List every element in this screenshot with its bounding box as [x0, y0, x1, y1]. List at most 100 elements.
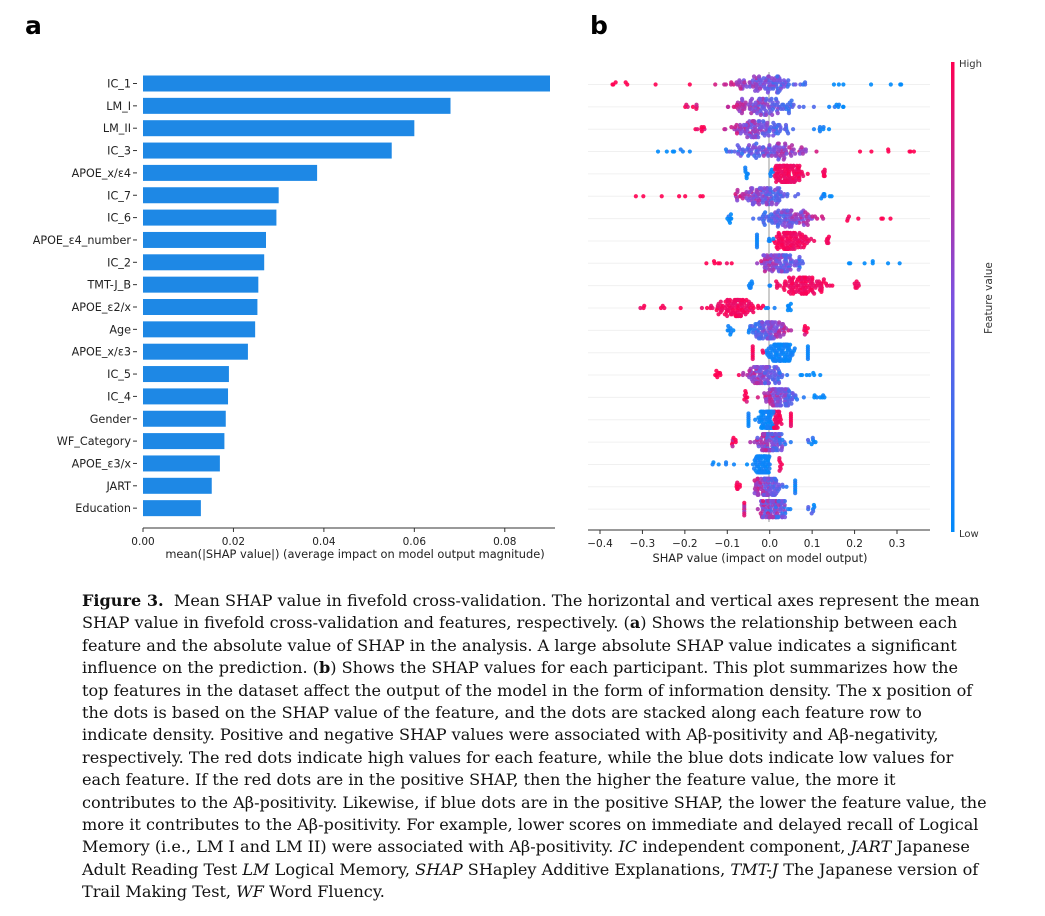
shap-dot [805, 344, 811, 349]
shap-dot [798, 210, 804, 215]
shap-dot [778, 334, 783, 339]
shap-dot [734, 102, 740, 107]
shap-dot [802, 332, 807, 337]
bar-ic-3 [143, 142, 392, 159]
bar-education [143, 500, 201, 517]
shap-dot [737, 78, 742, 83]
shap-dot [766, 470, 771, 475]
shap-dot [742, 80, 747, 85]
shap-dot [780, 387, 785, 392]
shap-dot [723, 127, 728, 132]
shap-dot [773, 176, 778, 181]
shap-dot [694, 106, 699, 112]
shap-dot [790, 220, 795, 225]
shap-dot [778, 245, 783, 250]
shap-dot [751, 108, 757, 114]
caption-ref-a: a [629, 613, 641, 633]
figure-caption: Figure 3. Mean SHAP value in fivefold cr… [82, 590, 987, 904]
shap-dot [750, 145, 756, 150]
shap-dot [770, 515, 776, 520]
shap-dot [744, 176, 749, 181]
shap-dot [794, 220, 799, 225]
shap-dot [854, 285, 859, 290]
shap-dot [789, 179, 794, 184]
x-tick-label: 0.08 [493, 536, 516, 548]
shap-dot [760, 131, 765, 136]
shap-dot [713, 82, 718, 87]
shap-dot [783, 403, 788, 408]
shap-dot [727, 220, 733, 225]
shap-dot [783, 281, 789, 286]
x-tick-label: 0.3 [889, 538, 906, 550]
feature-label-ic-2: IC_2 [107, 256, 131, 269]
shap-dot [782, 287, 787, 292]
shap-dot [743, 312, 748, 317]
shap-dot [746, 423, 751, 429]
shap-dot [775, 515, 781, 520]
shap-dot [774, 285, 780, 290]
shap-dot [743, 131, 748, 136]
shap-dot [744, 147, 750, 152]
x-tick-label: 0.06 [403, 536, 427, 548]
shap-dot [734, 122, 739, 128]
shap-dot [807, 275, 812, 280]
beeswarm-row-ic-5 [713, 364, 823, 386]
shap-dot [830, 283, 835, 288]
shap-dot [787, 358, 792, 363]
shap-dot [793, 232, 798, 237]
feature-label-lm-ii: LM_II [103, 122, 131, 135]
shap-dot [812, 395, 817, 400]
shap-dot [774, 403, 780, 408]
shap-dot [763, 448, 768, 453]
shap-dot [760, 303, 766, 308]
shap-dot [750, 379, 755, 384]
shap-dot [714, 368, 719, 373]
shap-dot [770, 112, 775, 117]
shap-dot [704, 305, 710, 311]
shap-dot [793, 194, 798, 199]
shap-dot [761, 492, 766, 497]
shap-dot [777, 283, 783, 288]
shap-dot [799, 145, 804, 150]
shap-dot [791, 291, 796, 296]
shap-dot [779, 375, 784, 380]
beeswarm-row-apoe-4-number [754, 230, 832, 252]
shap-dot [762, 222, 767, 227]
x-tick-label: 0.04 [312, 536, 336, 548]
shap-dot [836, 102, 842, 107]
shap-dot [727, 149, 732, 154]
shap-dot [756, 74, 762, 79]
shap-dot [766, 133, 771, 138]
shap-dot [783, 147, 788, 152]
feature-label-ic-3: IC_3 [107, 145, 131, 158]
shap-dot [766, 218, 771, 223]
shap-dot [711, 259, 717, 264]
shap-dot [770, 377, 775, 382]
shap-dot [761, 499, 766, 504]
shap-dot [655, 149, 661, 154]
shap-dot [774, 202, 779, 207]
shap-dot [888, 216, 893, 221]
shap-dot [879, 216, 884, 221]
shap-dot [761, 432, 767, 437]
shap-dot [698, 194, 703, 199]
shap-dot [641, 194, 646, 199]
shap-dot [810, 214, 815, 219]
shap-dot [750, 356, 755, 362]
shap-dot [768, 368, 773, 373]
shap-dot [831, 82, 837, 87]
shap-dot [907, 149, 912, 154]
shap-dot [734, 131, 740, 136]
shap-figure: a b IC_1 LM_I LM_II IC_3 APOE_x/ε4 IC_7 IC_6 AP… [25, 11, 995, 565]
shap-dot [769, 76, 774, 81]
shap-dot [751, 305, 756, 311]
shap-dot [776, 269, 782, 274]
shap-dot [785, 192, 790, 197]
shap-dot [773, 198, 778, 203]
shap-dot [739, 96, 745, 101]
shap-dot [761, 119, 766, 124]
shap-dot [735, 486, 740, 491]
shap-dot [801, 104, 806, 109]
shap-dot [800, 259, 805, 264]
shap-dot [822, 192, 827, 197]
